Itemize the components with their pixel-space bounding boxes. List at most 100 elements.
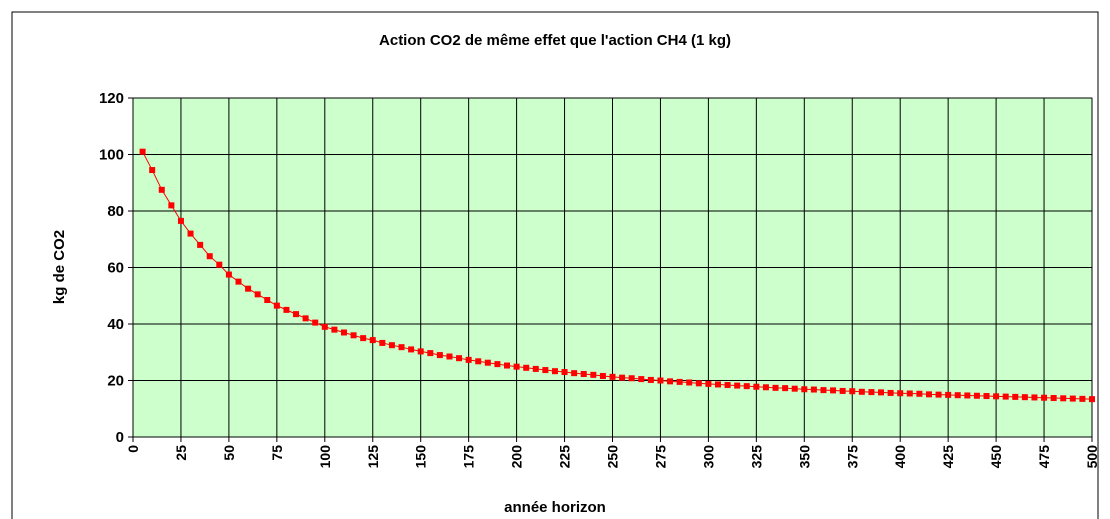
point-marker: [264, 296, 271, 303]
point-marker: [1012, 393, 1019, 400]
point-marker: [225, 271, 232, 278]
x-axis-label: année horizon: [504, 499, 606, 516]
point-marker: [580, 371, 587, 378]
point-marker: [245, 285, 252, 292]
point-marker: [638, 376, 645, 383]
point-marker: [523, 364, 530, 371]
x-tick-label: 350: [796, 445, 812, 469]
point-marker: [714, 381, 721, 388]
point-marker: [302, 315, 309, 322]
point-marker: [1021, 394, 1028, 401]
point-marker: [542, 367, 549, 374]
x-tick-label: 325: [748, 445, 764, 469]
point-marker: [782, 385, 789, 392]
point-marker: [293, 311, 300, 318]
point-marker: [168, 202, 175, 209]
point-marker: [436, 352, 443, 359]
x-tick-label: 25: [173, 445, 189, 461]
x-tick-label: 225: [557, 445, 573, 469]
point-marker: [878, 389, 885, 396]
point-marker: [801, 386, 808, 393]
point-marker: [916, 390, 923, 397]
point-marker: [858, 388, 865, 395]
point-marker: [350, 332, 357, 339]
point-marker: [427, 350, 434, 357]
point-marker: [158, 186, 165, 193]
x-tick-label: 200: [509, 445, 525, 469]
point-marker: [619, 374, 626, 381]
point-marker: [647, 376, 654, 383]
point-marker: [772, 384, 779, 391]
point-marker: [465, 356, 472, 363]
x-tick-label: 475: [1036, 445, 1052, 469]
point-marker: [906, 390, 913, 397]
x-tick-label: 500: [1084, 445, 1100, 469]
point-marker: [456, 355, 463, 362]
point-marker: [753, 383, 760, 390]
point-marker: [1069, 395, 1076, 402]
point-marker: [321, 323, 328, 330]
x-tick-label: 400: [892, 445, 908, 469]
point-marker: [532, 365, 539, 372]
point-marker: [283, 306, 290, 313]
point-marker: [312, 319, 319, 326]
y-tick-label: 60: [107, 260, 124, 277]
point-marker: [206, 253, 213, 260]
point-marker: [935, 391, 942, 398]
point-marker: [379, 339, 386, 346]
point-marker: [609, 373, 616, 380]
point-marker: [743, 383, 750, 390]
point-marker: [657, 377, 664, 384]
point-marker: [235, 278, 242, 285]
point-marker: [388, 342, 395, 349]
point-marker: [254, 291, 261, 298]
point-marker: [1041, 394, 1048, 401]
y-tick-label: 0: [116, 429, 124, 446]
point-marker: [676, 378, 683, 385]
point-marker: [475, 358, 482, 365]
point-marker: [762, 384, 769, 391]
point-marker: [667, 378, 674, 385]
point-marker: [1031, 394, 1038, 401]
x-tick-label: 275: [652, 445, 668, 469]
point-marker: [839, 387, 846, 394]
point-marker: [360, 335, 367, 342]
point-marker: [1002, 393, 1009, 400]
point-marker: [446, 353, 453, 360]
point-marker: [398, 344, 405, 351]
point-marker: [628, 375, 635, 382]
x-tick-label: 375: [844, 445, 860, 469]
point-marker: [1050, 395, 1057, 402]
point-marker: [1060, 395, 1067, 402]
y-axis-label: kg de CO2: [51, 230, 68, 304]
point-marker: [925, 391, 932, 398]
chart-title: Action CO2 de même effet que l'action CH…: [379, 32, 731, 49]
point-marker: [945, 391, 952, 398]
point-marker: [993, 393, 1000, 400]
point-marker: [973, 392, 980, 399]
point-marker: [705, 380, 712, 387]
x-tick-label: 250: [605, 445, 621, 469]
point-marker: [830, 387, 837, 394]
point-marker: [590, 371, 597, 378]
x-tick-label: 50: [221, 445, 237, 461]
y-tick-label: 120: [99, 90, 124, 107]
point-marker: [887, 389, 894, 396]
x-tick-label: 125: [365, 445, 381, 469]
x-tick-label: 75: [269, 445, 285, 461]
point-marker: [1089, 396, 1095, 403]
point-marker: [820, 387, 827, 394]
point-marker: [149, 167, 156, 174]
point-marker: [868, 389, 875, 396]
point-marker: [216, 261, 223, 268]
y-tick-label: 80: [107, 203, 124, 220]
series-line: [142, 151, 1093, 400]
point-marker: [734, 382, 741, 389]
point-marker: [369, 337, 376, 344]
point-marker: [964, 392, 971, 399]
point-marker: [791, 385, 798, 392]
x-tick-label: 300: [700, 445, 716, 469]
point-marker: [504, 362, 511, 369]
point-marker: [849, 388, 856, 395]
point-marker: [484, 359, 491, 366]
